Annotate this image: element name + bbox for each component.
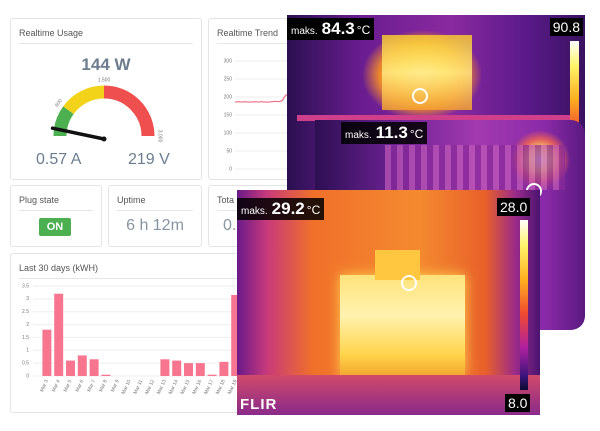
max-value: 29.2 bbox=[271, 199, 305, 218]
unit: °C bbox=[356, 23, 371, 37]
uptime-card: Uptime 6 h 12m bbox=[108, 185, 202, 247]
scale-bottom: 8.0 bbox=[505, 394, 531, 412]
max-value: 84.3 bbox=[321, 19, 355, 38]
x-tick-label: Mar 10 bbox=[121, 379, 133, 396]
gauge-needle bbox=[50, 126, 106, 141]
max-label: maks. bbox=[291, 26, 318, 37]
uptime-value: 6 h 12m bbox=[126, 217, 184, 234]
flir-logo: FLIR bbox=[240, 396, 278, 413]
gauge-tick-label: 600 bbox=[54, 98, 64, 108]
bar bbox=[42, 329, 52, 376]
bar bbox=[207, 374, 217, 376]
card-title: Uptime bbox=[117, 195, 146, 205]
terminal-rail bbox=[385, 145, 565, 190]
floor bbox=[237, 375, 540, 415]
max-value: 11.3 bbox=[375, 123, 408, 142]
bar bbox=[172, 360, 182, 376]
y-tick-label: 2 bbox=[26, 322, 29, 328]
needle-hub bbox=[101, 136, 107, 142]
y-tick-label: 0 bbox=[26, 373, 29, 379]
y-tick-label: 100 bbox=[224, 130, 233, 136]
y-tick-label: 2.5 bbox=[22, 309, 29, 315]
x-tick-label: Mar 13 bbox=[156, 379, 168, 396]
thermal-image: maks. 29.2 °C 28.0 8.0 FLIR bbox=[237, 190, 540, 415]
max-label: maks. bbox=[241, 206, 268, 217]
gauge-band bbox=[63, 85, 105, 115]
gauge-band bbox=[103, 85, 155, 137]
bar bbox=[101, 374, 111, 376]
card-title: Realtime Usage bbox=[19, 28, 84, 38]
gauge-band bbox=[53, 106, 74, 137]
color-scale bbox=[520, 220, 528, 390]
gauge-tick-label: 1.500 bbox=[98, 77, 111, 83]
y-tick-label: 1 bbox=[26, 348, 29, 354]
separator bbox=[19, 43, 193, 44]
bar bbox=[195, 363, 205, 376]
card-title: Plug state bbox=[19, 195, 60, 205]
bar bbox=[89, 359, 99, 376]
y-tick-label: 1.5 bbox=[22, 335, 29, 341]
x-tick-label: Mar 18 bbox=[215, 379, 227, 396]
bar bbox=[66, 360, 75, 376]
max-temp: maks. 29.2 °C bbox=[237, 198, 325, 220]
separator bbox=[19, 278, 291, 279]
y-tick-label: 0 bbox=[229, 166, 232, 172]
on-button[interactable]: ON bbox=[39, 218, 71, 236]
plug-card: Plug state ON bbox=[10, 185, 102, 247]
y-tick-label: 300 bbox=[224, 58, 233, 64]
unit: °C bbox=[409, 127, 424, 141]
gauge-tick-label: 3.000 bbox=[157, 130, 163, 143]
max-temp: maks. 11.3 °C bbox=[341, 122, 428, 144]
power-value: 144 W bbox=[81, 55, 131, 74]
gauge: 600 1.500 3.000 bbox=[50, 77, 163, 143]
total-value: 0. bbox=[223, 217, 237, 234]
max-label: maks. bbox=[345, 130, 372, 141]
x-tick-label: Mar 17 bbox=[203, 379, 215, 396]
card-title: Realtime Trend bbox=[217, 28, 279, 38]
current-value: 0.57 A bbox=[36, 151, 82, 168]
bar bbox=[231, 295, 241, 376]
bar bbox=[184, 363, 193, 376]
x-tick-label: Mar 11 bbox=[132, 379, 144, 396]
y-tick-label: 50 bbox=[226, 148, 232, 154]
separator bbox=[117, 210, 193, 211]
y-tick-label: 3 bbox=[26, 296, 29, 302]
separator bbox=[19, 210, 93, 211]
usage-card: Realtime Usage 144 W 600 1.500 3.000 0.57 … bbox=[10, 18, 202, 180]
y-tick-label: 250 bbox=[224, 76, 233, 82]
x-tick-label: Mar 14 bbox=[168, 379, 180, 396]
x-tick-label: Mar 4 bbox=[51, 379, 62, 393]
x-tick-label: Mar 6 bbox=[74, 379, 85, 393]
hot-object bbox=[340, 275, 465, 375]
x-tick-label: Mar 7 bbox=[86, 379, 97, 393]
x-tick-label: Mar 8 bbox=[98, 379, 109, 393]
scale-top: 28.0 bbox=[497, 198, 531, 216]
bar bbox=[77, 355, 87, 376]
x-tick-label: Mar 3 bbox=[39, 379, 50, 393]
bar bbox=[219, 361, 229, 376]
card-title: Last 30 days (kWH) bbox=[19, 263, 99, 273]
trend-line bbox=[234, 93, 290, 103]
voltage-value: 219 V bbox=[128, 151, 170, 168]
max-temp: maks. 84.3 °C bbox=[287, 18, 375, 40]
y-tick-label: 150 bbox=[224, 112, 233, 118]
y-tick-label: 3.5 bbox=[22, 283, 29, 289]
x-tick-label: Mar 16 bbox=[191, 379, 203, 396]
scale-top: 90.8 bbox=[549, 18, 583, 36]
unit: °C bbox=[306, 203, 321, 217]
x-tick-label: Mar 12 bbox=[144, 379, 156, 396]
x-tick-label: Mar 5 bbox=[63, 379, 74, 393]
y-tick-label: 0.5 bbox=[22, 360, 29, 366]
crosshair bbox=[401, 275, 417, 291]
rail bbox=[297, 115, 572, 121]
x-tick-label: Mar 9 bbox=[110, 379, 121, 393]
card-title: Tota bbox=[217, 195, 235, 205]
x-tick-label: Mar 15 bbox=[180, 379, 192, 396]
crosshair bbox=[412, 88, 428, 104]
bar bbox=[160, 359, 170, 376]
y-tick-label: 200 bbox=[224, 94, 233, 100]
bar bbox=[54, 293, 64, 376]
